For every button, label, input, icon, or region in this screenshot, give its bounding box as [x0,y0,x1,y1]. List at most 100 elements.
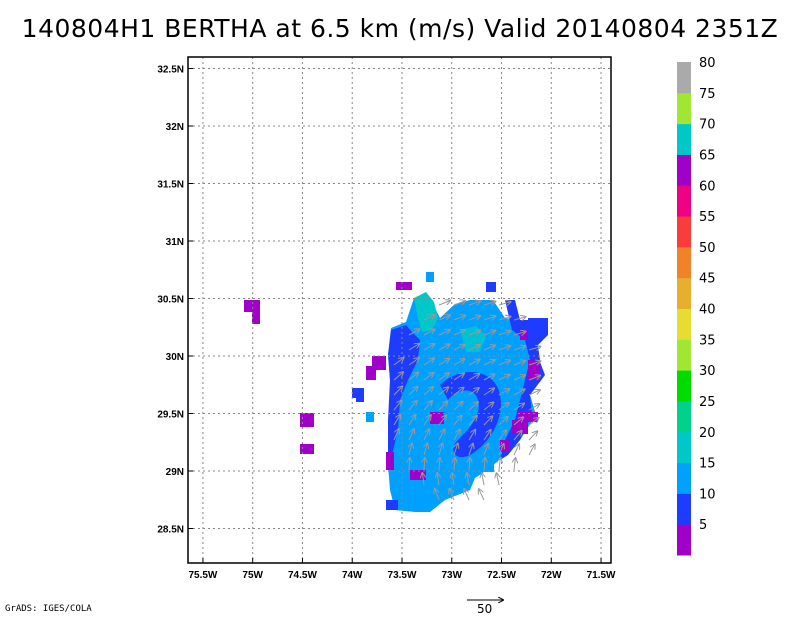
colorbar-label: 5 [699,518,707,533]
colorbar-label: 30 [699,364,716,379]
wind-vector [453,345,465,351]
wind-vector [453,388,463,396]
plot-frame [187,56,612,564]
wind-vector [468,345,480,351]
wind-vector [468,430,475,441]
wind-vector [453,373,464,381]
wind-vector [453,330,465,336]
colorbar-swatch [677,216,691,248]
colorbar-label: 20 [699,426,716,441]
wind-vector [468,359,480,366]
wind-vector [498,360,510,366]
x-tick-label: 73W [441,570,462,581]
x-tick-label: 72.5W [487,570,516,581]
wind-vector [498,430,506,441]
colorbar: 5 10 15 20 25 30 35 40 45 50 55 60 65 70 75 80 [677,56,716,556]
wind-vector [513,317,526,320]
wind-vector [453,316,465,321]
colorbar-swatch [677,62,691,94]
wind-vector [498,403,509,411]
y-tick-label: 31.5N [157,180,184,191]
wind-vector [498,331,510,335]
wind-vector [454,444,458,456]
wind-vector [468,388,479,396]
wind-vector [393,386,402,396]
wind-vector [468,416,477,426]
wind-vectors [393,301,541,501]
wind-vector [513,389,525,396]
wind-vector [498,317,510,320]
wind-vector [483,316,495,320]
wind-vector [408,429,414,441]
wind-vector [513,431,522,441]
wind-vector [393,415,400,426]
wind-vector [423,387,433,396]
wind-vector [435,489,440,501]
wind-vector [409,458,410,471]
chart-title: 140804H1 BERTHA at 6.5 km (m/s) Valid 20… [21,14,779,43]
colorbar-swatch [677,493,691,525]
y-tick-label: 31N [166,237,184,248]
wind-vector [514,458,515,471]
wind-vector [452,473,454,486]
wind-vector [423,344,434,351]
wind-vector [528,390,540,396]
wind-vector [468,374,479,381]
colorbar-swatch [677,339,691,371]
wind-vector [408,401,417,411]
wind-vector [468,301,480,305]
colorbar-label: 50 [699,241,716,256]
colorbar-swatch [677,277,691,309]
colorbar-label: 80 [699,56,716,71]
wind-vector [528,444,535,456]
wind-vector [513,444,519,456]
wind-vector [423,315,435,321]
wind-vector [408,415,416,426]
colorbar-swatch [677,308,691,340]
colorbar-swatch [677,185,691,217]
wind-vector [423,373,434,381]
wind-vector [453,430,460,441]
wind-vector [513,346,525,350]
wind-vector [468,316,480,321]
wind-vector [483,416,492,426]
wind-vector [483,301,495,305]
wind-vector [438,359,449,366]
colorbar-swatch [677,524,691,556]
y-tick-label: 32.5N [157,65,184,76]
region-outer-ring-right [500,300,548,460]
colorbar-label: 70 [699,118,716,133]
wind-vector [469,458,470,471]
wind-vector [498,302,511,305]
wind-vector [483,345,495,351]
wind-vector [423,358,434,366]
y-tick-label: 29.5N [157,410,184,421]
wind-vector [438,429,445,441]
wind-vector [483,444,488,456]
wind-vector [438,373,449,381]
wind-vector [422,473,424,486]
colorbar-swatch [677,154,691,186]
wind-vector [497,473,499,486]
colorbar-label: 75 [699,87,716,102]
wind-vector [408,329,420,336]
x-tick-label: 75.5W [188,570,217,581]
wind-vector [498,444,504,456]
y-tick-label: 29N [166,467,184,478]
wind-vector [498,375,510,381]
wind-vector [409,443,412,456]
x-axis: 75.5W 75W 74.5W 74W 73.5W 73W 72.5W 72W 71.5W [188,558,616,581]
grid [188,57,611,563]
wind-vector [438,330,450,336]
wind-vector [453,359,464,366]
x-tick-label: 74W [342,570,363,581]
colorbar-swatch [677,92,691,125]
y-tick-label: 32N [166,122,184,133]
x-tick-label: 71.5W [587,570,616,581]
wind-vector [528,431,537,441]
wind-vector [423,330,435,336]
wind-vector [423,429,429,441]
wind-vector [479,489,485,501]
wind-vector [424,458,425,471]
wind-vector [513,361,525,366]
